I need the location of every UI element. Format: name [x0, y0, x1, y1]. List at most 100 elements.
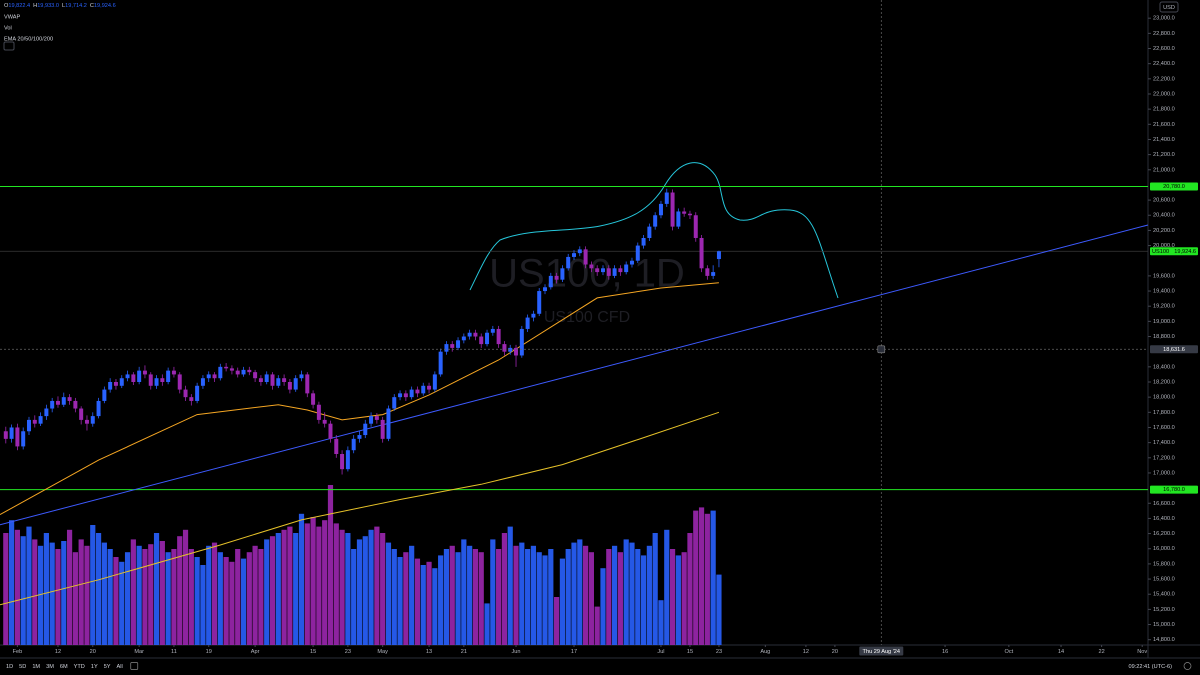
y-tick-label: 17,800.0 — [1153, 410, 1175, 416]
candle-body — [583, 249, 588, 265]
volume-bar — [14, 529, 20, 645]
y-tick-label: 17,000.0 — [1153, 470, 1175, 476]
candle-body — [195, 385, 200, 401]
volume-bar — [374, 526, 380, 645]
candle-body — [670, 192, 675, 227]
y-tick-label: 15,800.0 — [1153, 561, 1175, 567]
range-button[interactable]: 1M — [32, 664, 40, 670]
candle-body — [218, 366, 223, 379]
volume-bar — [681, 552, 687, 645]
candle-body — [171, 370, 176, 375]
volume-bar — [55, 549, 61, 645]
y-tick-label: 19,000.0 — [1153, 319, 1175, 325]
x-tick-label: May — [377, 649, 388, 655]
volume-bar — [182, 529, 189, 645]
indicator-label[interactable]: Vol — [4, 25, 12, 31]
candle-body — [177, 374, 182, 390]
candle-body — [50, 400, 55, 409]
volume-bar — [269, 536, 276, 645]
volume-bar — [716, 574, 722, 645]
volume-bar — [246, 552, 252, 645]
volume-bar — [345, 533, 351, 645]
y-tick-label: 22,600.0 — [1153, 46, 1175, 52]
volume-bar — [530, 545, 537, 645]
last-price-symbol: US100 — [1152, 249, 1169, 255]
range-button[interactable]: 5Y — [104, 664, 111, 670]
range-button[interactable]: 1Y — [91, 664, 98, 670]
candle-body — [166, 370, 171, 382]
indicator-label[interactable]: EMA 20/50/100/200 — [4, 36, 53, 42]
candle-body — [467, 332, 472, 337]
volume-bar — [484, 603, 490, 645]
volume-bar — [698, 507, 705, 645]
candle-body — [340, 454, 345, 470]
range-button[interactable]: All — [117, 664, 123, 670]
range-button[interactable]: 3M — [46, 664, 54, 670]
x-tick-label: 20 — [90, 649, 96, 655]
candle-body — [9, 427, 14, 439]
candle-body — [90, 416, 95, 424]
legend-value: 19,822.4 — [8, 3, 30, 9]
x-tick-label: 15 — [310, 649, 316, 655]
volume-bar — [554, 597, 560, 645]
volume-bar — [142, 549, 148, 645]
volume-bar — [3, 533, 9, 645]
candle-body — [108, 381, 113, 390]
candle-body — [554, 275, 559, 280]
volume-bar — [298, 513, 305, 645]
currency[interactable]: USD — [1163, 5, 1175, 11]
legend-key: C — [90, 3, 94, 9]
candle-body — [438, 351, 443, 375]
candle-body — [305, 374, 310, 394]
volume-bar — [43, 533, 49, 645]
candle-body — [577, 249, 582, 254]
volume-bar — [467, 545, 473, 645]
volume-bar — [658, 600, 664, 645]
candle-body — [508, 347, 513, 352]
volume-bar — [26, 526, 32, 645]
range-button[interactable]: 5D — [19, 664, 26, 670]
legend-key: H — [33, 3, 37, 9]
candle-body — [403, 393, 408, 398]
candle-body — [55, 400, 60, 405]
candle-body — [369, 416, 374, 424]
y-tick-label: 19,400.0 — [1153, 289, 1175, 295]
candle-body — [270, 374, 275, 386]
settings-button[interactable] — [1183, 662, 1192, 670]
volume-bar — [49, 542, 55, 645]
volume-bar — [380, 533, 386, 645]
volume-bar — [362, 536, 368, 645]
watermark-sub: US100 CFD — [544, 309, 630, 326]
volume-bar — [623, 539, 629, 645]
y-tick-label: 16,000.0 — [1153, 546, 1175, 552]
crosshair-plus[interactable] — [877, 345, 886, 354]
volume-bar — [397, 557, 403, 645]
candle-body — [276, 378, 281, 386]
indicator-label[interactable]: VWAP — [4, 14, 21, 20]
candle-body — [113, 381, 118, 386]
volume-bar — [565, 549, 571, 645]
candle-body — [322, 419, 327, 424]
x-tick-label: Feb — [13, 649, 23, 655]
crosshair-x-label: Thu 29 Aug '24 — [863, 649, 900, 655]
currency-button[interactable] — [1159, 1, 1179, 13]
volume-bar — [200, 565, 206, 645]
volume-bar — [206, 545, 212, 645]
date-range-button[interactable] — [130, 662, 139, 670]
range-button[interactable]: 6M — [60, 664, 68, 670]
candle-body — [519, 328, 524, 356]
x-tick-label: Apr — [251, 649, 260, 655]
candle-body — [258, 378, 263, 382]
volume-bar — [652, 533, 658, 645]
volume-bar — [536, 552, 542, 645]
volume-bar — [304, 523, 310, 645]
x-tick-label: 20 — [832, 649, 838, 655]
volume-bar — [548, 549, 554, 645]
y-tick-label: 15,200.0 — [1153, 607, 1175, 613]
range-button[interactable]: YTD — [74, 664, 85, 670]
collapse-button[interactable] — [3, 41, 15, 51]
x-tick-label: Nov — [1137, 649, 1147, 655]
range-button[interactable]: 1D — [6, 664, 13, 670]
legend-value: 19,924.6 — [94, 3, 116, 9]
